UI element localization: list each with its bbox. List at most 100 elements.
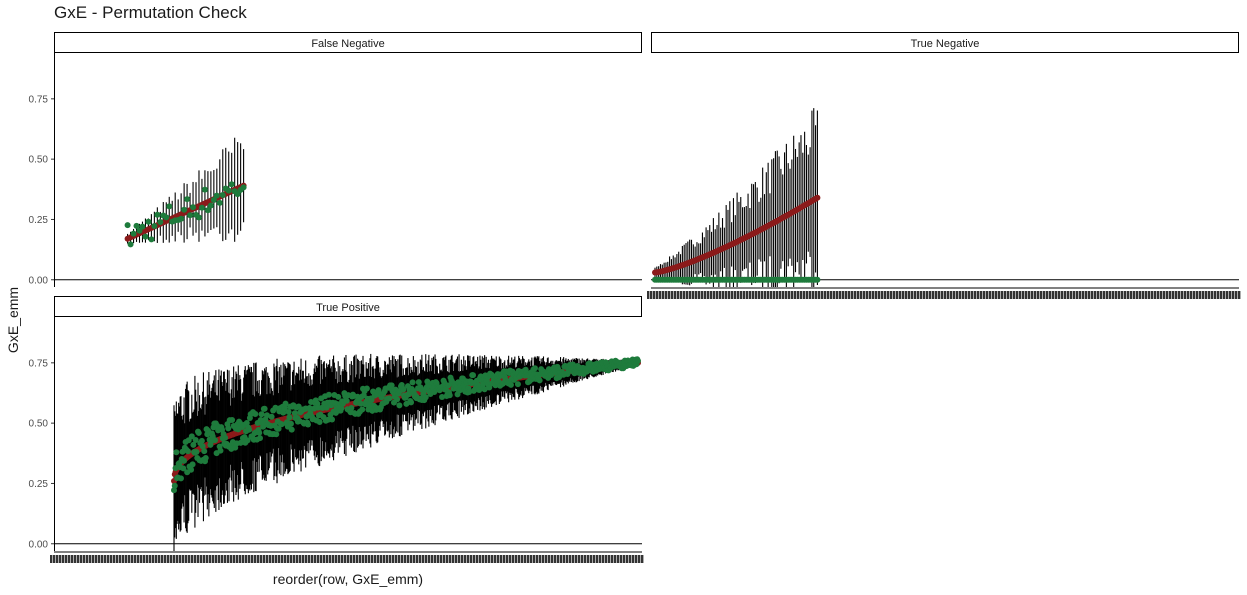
- x-tick-label: [452, 555, 455, 563]
- x-tick-label: [509, 555, 512, 563]
- x-tick-label: [1130, 291, 1133, 299]
- x-tick-label: [497, 555, 500, 563]
- x-tick-label: [866, 291, 869, 299]
- permuted-point: [145, 218, 152, 225]
- x-tick-label: [599, 555, 602, 563]
- permuted-point: [408, 399, 415, 406]
- x-tick-label: [911, 291, 914, 299]
- permuted-point: [172, 465, 179, 472]
- x-tick-label: [959, 291, 962, 299]
- permuted-point: [181, 457, 188, 464]
- x-tick-label: [1061, 291, 1064, 299]
- x-tick-label: [1109, 291, 1112, 299]
- x-tick-label: [311, 555, 314, 563]
- x-tick-label: [515, 555, 518, 563]
- x-tick-label: [179, 555, 182, 563]
- x-tick-label: [272, 555, 275, 563]
- y-tick-label: 0.50: [29, 419, 49, 430]
- x-tick-label: [338, 555, 341, 563]
- x-tick-label: [623, 555, 626, 563]
- x-tick-label: [173, 555, 176, 563]
- x-tick-label: [155, 555, 158, 563]
- x-tick-label: [578, 555, 581, 563]
- x-tick-label: [983, 291, 986, 299]
- permuted-point: [210, 197, 217, 204]
- x-tick-label: [722, 291, 725, 299]
- x-tick-label: [1073, 291, 1076, 299]
- x-tick-label: [128, 555, 131, 563]
- permuted-point: [181, 206, 188, 213]
- x-tick-label: [53, 555, 56, 563]
- permuted-point: [133, 222, 140, 229]
- permuted-point: [177, 475, 184, 482]
- permuted-point: [359, 406, 366, 413]
- x-tick-label: [941, 291, 944, 299]
- facet-strip-label: True Positive: [316, 302, 380, 314]
- x-tick-label: [68, 555, 71, 563]
- x-tick-label: [1163, 291, 1166, 299]
- x-tick-label: [1043, 291, 1046, 299]
- x-tick-label: [389, 555, 392, 563]
- x-tick-label: [1025, 291, 1028, 299]
- x-tick-label: [806, 291, 809, 299]
- facet-strip-label: True Negative: [911, 38, 980, 50]
- x-tick-label: [638, 555, 641, 563]
- x-tick-label: [194, 555, 197, 563]
- x-tick-label: [1181, 291, 1184, 299]
- x-tick-label: [731, 291, 734, 299]
- x-tick-label: [293, 555, 296, 563]
- x-tick-label: [875, 291, 878, 299]
- x-tick-label: [1142, 291, 1145, 299]
- x-tick-label: [206, 555, 209, 563]
- permuted-point: [202, 454, 209, 461]
- x-tick-label: [536, 555, 539, 563]
- permuted-point: [431, 389, 438, 396]
- x-tick-label: [374, 555, 377, 563]
- x-tick-label: [1082, 291, 1085, 299]
- x-tick-label: [290, 555, 293, 563]
- x-tick-label: [626, 555, 629, 563]
- permuted-point: [386, 395, 393, 402]
- permuted-point: [285, 408, 292, 415]
- permuted-point: [260, 423, 267, 430]
- x-tick-label: [455, 555, 458, 563]
- x-tick-label: [545, 555, 548, 563]
- x-tick-label: [788, 291, 791, 299]
- permuted-point: [263, 412, 270, 419]
- x-tick-label: [254, 555, 257, 563]
- x-tick-label: [980, 291, 983, 299]
- x-tick-label: [992, 291, 995, 299]
- x-tick-label: [902, 291, 905, 299]
- permuted-point: [291, 410, 298, 417]
- x-tick-label: [740, 291, 743, 299]
- x-tick-label: [905, 291, 908, 299]
- x-tick-label: [461, 555, 464, 563]
- x-tick-label: [956, 291, 959, 299]
- x-tick-label: [314, 555, 317, 563]
- x-tick-label: [602, 555, 605, 563]
- x-tick-label: [236, 555, 239, 563]
- x-tick-label: [218, 555, 221, 563]
- x-tick-label: [848, 291, 851, 299]
- x-tick-label: [473, 555, 476, 563]
- x-tick-label: [200, 555, 203, 563]
- permuted-point: [282, 400, 289, 407]
- x-tick-label: [653, 291, 656, 299]
- x-tick-label: [305, 555, 308, 563]
- x-tick-label: [821, 291, 824, 299]
- permuted-point: [514, 381, 521, 388]
- permuted-point: [199, 443, 206, 450]
- x-tick-label: [431, 555, 434, 563]
- permuted-point: [343, 397, 350, 404]
- x-tick-label: [215, 555, 218, 563]
- x-tick-label: [965, 291, 968, 299]
- x-tick-label: [701, 291, 704, 299]
- x-tick-label: [395, 555, 398, 563]
- x-tick-label: [692, 291, 695, 299]
- permuted-point: [195, 214, 202, 221]
- permuted-point: [268, 413, 275, 420]
- x-tick-label: [662, 291, 665, 299]
- x-tick-label: [929, 291, 932, 299]
- x-tick-label: [569, 555, 572, 563]
